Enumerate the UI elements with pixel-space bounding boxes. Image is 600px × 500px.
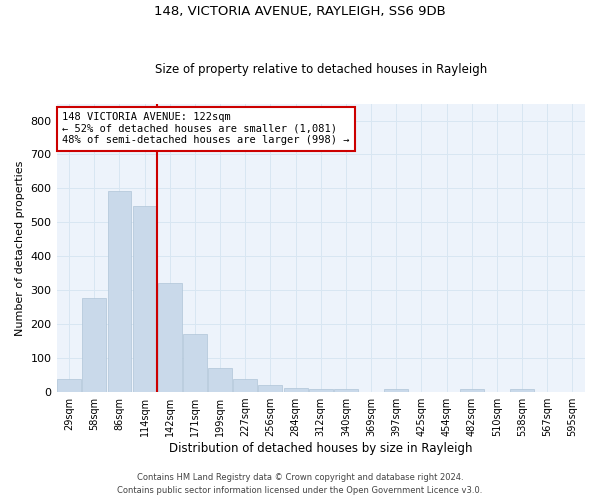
Y-axis label: Number of detached properties: Number of detached properties	[15, 160, 25, 336]
Bar	[510, 390, 534, 392]
Text: 148 VICTORIA AVENUE: 122sqm
← 52% of detached houses are smaller (1,081)
48% of : 148 VICTORIA AVENUE: 122sqm ← 52% of det…	[62, 112, 349, 146]
Bar	[82, 298, 106, 392]
Bar	[259, 386, 283, 392]
Bar	[460, 390, 484, 392]
Bar	[57, 379, 81, 392]
Bar	[385, 390, 408, 392]
Bar	[334, 390, 358, 392]
X-axis label: Distribution of detached houses by size in Rayleigh: Distribution of detached houses by size …	[169, 442, 473, 455]
Bar	[183, 334, 207, 392]
Bar	[309, 390, 333, 392]
Bar	[284, 388, 308, 392]
Text: 148, VICTORIA AVENUE, RAYLEIGH, SS6 9DB: 148, VICTORIA AVENUE, RAYLEIGH, SS6 9DB	[154, 5, 446, 18]
Bar	[133, 206, 157, 392]
Title: Size of property relative to detached houses in Rayleigh: Size of property relative to detached ho…	[155, 63, 487, 76]
Bar	[233, 379, 257, 392]
Bar	[107, 191, 131, 392]
Bar	[208, 368, 232, 392]
Text: Contains HM Land Registry data © Crown copyright and database right 2024.
Contai: Contains HM Land Registry data © Crown c…	[118, 474, 482, 495]
Bar	[158, 283, 182, 392]
